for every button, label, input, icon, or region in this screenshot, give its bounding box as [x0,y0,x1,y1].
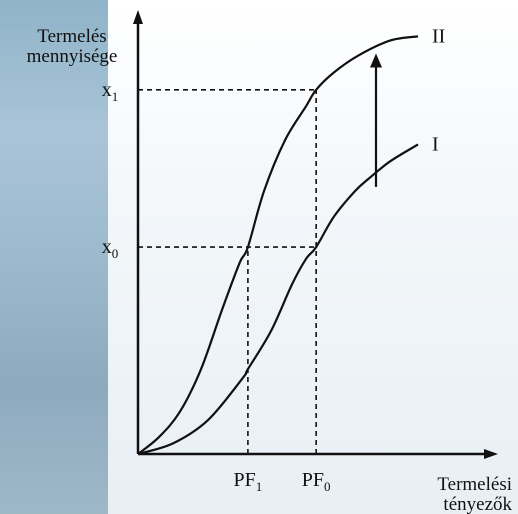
x-axis-label-line2: tényezők [443,494,512,514]
curve-I [137,143,419,456]
y-axis-label-line2: mennyisége [27,46,118,67]
curve-II [137,35,419,455]
series-label-I: I [432,133,439,155]
y-tick-label-x1: x1 [102,79,119,104]
x-tick-label-PF1: PF1 [234,469,263,494]
x-axis-label-line1: Termelési [437,474,512,495]
series-label-II: II [432,25,445,47]
x-tick-label-PF0: PF0 [302,469,331,494]
y-tick-label-x0: x0 [102,236,119,261]
shift-arrow-head [370,53,382,68]
x-axis-arrowhead [484,449,498,459]
y-axis-label-line1: Termelés [37,26,106,47]
y-axis-arrowhead [133,10,143,24]
background-sky-panel [108,0,518,514]
background-photo-panel [0,0,108,514]
